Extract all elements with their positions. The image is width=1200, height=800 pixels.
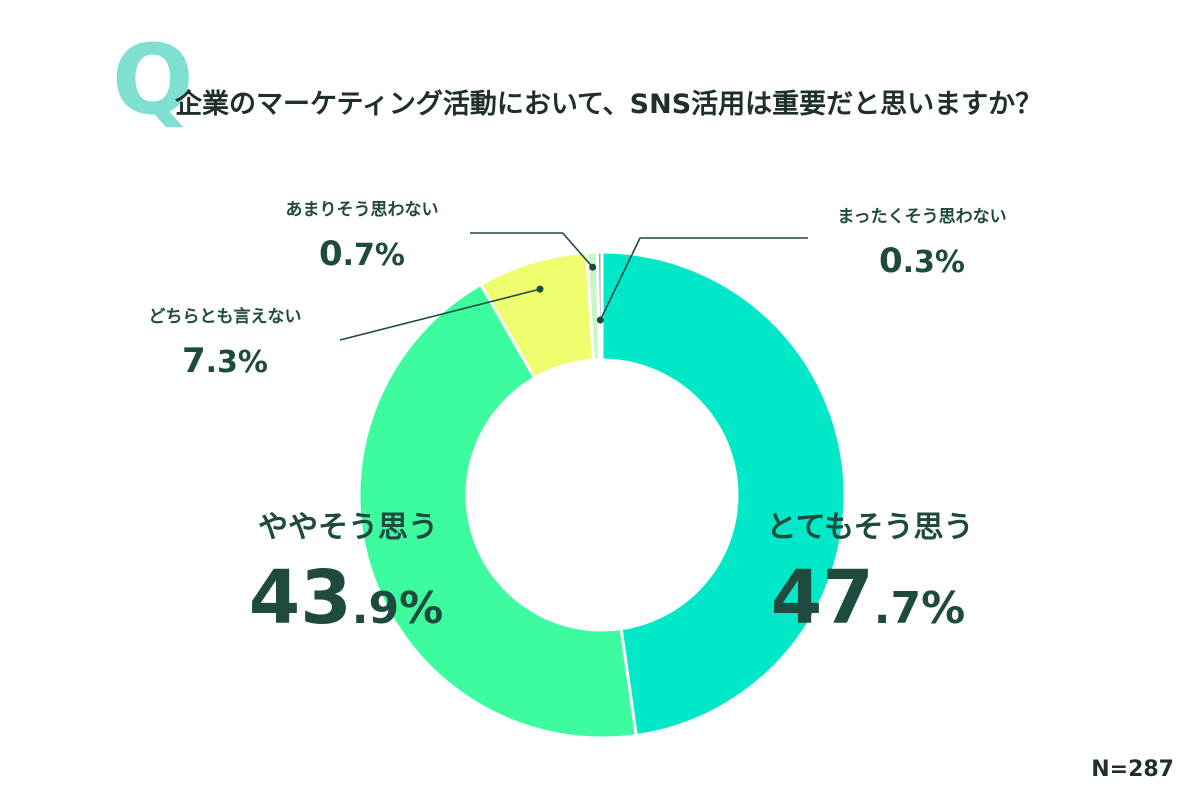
slice-somewhat-agree — [357, 282, 638, 740]
leader-line-strongly-disagree — [599, 237, 808, 321]
q-mark-icon: Q — [112, 24, 194, 136]
leader-dot-strongly-disagree — [596, 316, 604, 324]
label-very-agree: とてもそう思う — [767, 510, 974, 545]
label-neutral: どちらとも言えない — [149, 306, 302, 327]
label-somewhat-agree: ややそう思う — [258, 510, 438, 545]
slice-very-agree — [600, 250, 847, 738]
sample-size-label: N=287 — [1091, 757, 1174, 782]
label-strongly-disagree: まったくそう思わない — [837, 207, 1006, 227]
value-neutral: 7.3% — [182, 341, 268, 381]
value-strongly-disagree: 0.3% — [879, 241, 965, 281]
value-somewhat-agree: 43.9% — [249, 555, 443, 641]
leader-dot-somewhat-disagree — [589, 263, 597, 271]
leader-line-somewhat-disagree — [470, 232, 594, 268]
value-very-agree: 47.7% — [771, 555, 965, 641]
leader-dot-neutral — [536, 285, 544, 293]
question-title: 企業のマーケティング活動において、SNS活用は重要だと思いますか？ — [175, 89, 1043, 120]
value-somewhat-disagree: 0.7% — [319, 234, 405, 274]
leader-line-neutral — [339, 288, 541, 341]
slice-strongly-disagree — [595, 250, 604, 362]
label-somewhat-disagree: あまりそう思わない — [286, 200, 439, 220]
